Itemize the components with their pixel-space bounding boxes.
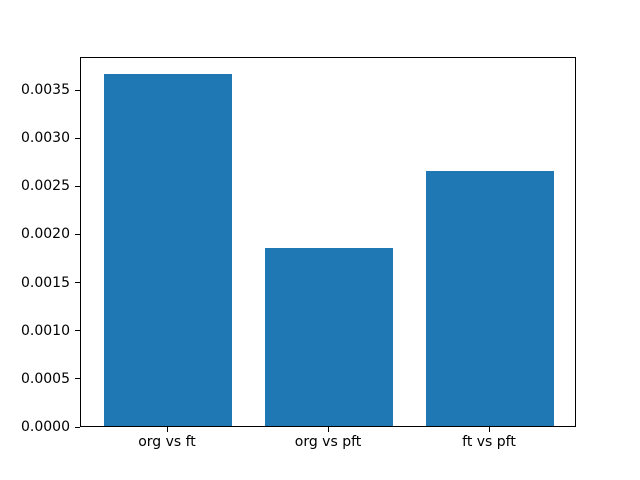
plot-area <box>80 57 576 427</box>
bar-3 <box>425 170 555 426</box>
x-axis-tick <box>167 427 168 432</box>
x-axis-tick <box>489 427 490 432</box>
y-axis-tick <box>75 282 80 284</box>
bars-container <box>81 58 575 426</box>
y-axis-tick <box>75 378 80 380</box>
x-axis-tick <box>328 427 329 432</box>
bar-1 <box>103 73 233 426</box>
y-axis-tick <box>75 137 80 139</box>
y-tick-label: 0.0020 <box>21 226 70 243</box>
y-axis-tick <box>75 233 80 235</box>
y-axis-tick <box>75 89 80 91</box>
bar-2 <box>264 247 394 426</box>
y-axis-tick <box>75 426 80 428</box>
x-tick-label: ft vs pft <box>462 434 516 450</box>
y-tick-label: 0.0035 <box>21 82 70 98</box>
y-tick-label: 0.0030 <box>21 130 70 147</box>
y-tick-label: 0.0015 <box>21 274 70 291</box>
y-tick-label: 0.0000 <box>21 419 70 435</box>
y-tick-label: 0.0025 <box>21 178 70 195</box>
y-tick-label: 0.0010 <box>21 322 70 339</box>
y-axis-tick <box>75 330 80 332</box>
y-axis-tick <box>75 185 80 187</box>
x-tick-label: org vs pft <box>294 434 362 450</box>
x-tick-label: org vs ft <box>138 434 196 450</box>
y-tick-label: 0.0005 <box>21 370 70 387</box>
